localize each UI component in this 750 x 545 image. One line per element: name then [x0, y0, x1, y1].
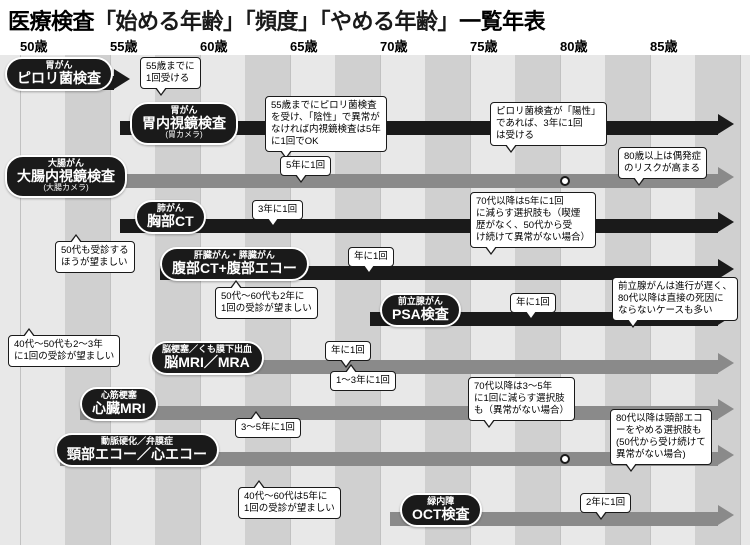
exam-label: 大腸がん大腸内視鏡検査(大腸カメラ): [5, 155, 127, 198]
annotation-note: 55歳までに 1回受ける: [140, 57, 201, 89]
age-tick: 75歳: [470, 36, 560, 55]
age-tick: 50歳: [20, 36, 110, 55]
annotation-note: 年に1回: [348, 247, 394, 267]
arrow-head-icon: [718, 212, 734, 232]
age-axis: 50歳55歳60歳65歳70歳75歳80歳85歳: [0, 36, 750, 55]
arrow-head-icon: [718, 167, 734, 187]
exam-name: 心臓MRI: [92, 401, 146, 416]
arrow-head-icon: [718, 399, 734, 419]
annotation-note: 1～3年に1回: [330, 371, 396, 391]
annotation-note: 80歳以上は偶発症 のリスクが高まる: [618, 147, 707, 179]
exam-name: 胸部CT: [147, 214, 194, 229]
annotation-note: 50代～60代も2年に 1回の受診が望ましい: [215, 287, 318, 319]
exam-label: 胃がんピロリ菌検査: [5, 57, 113, 91]
arrow-head-icon: [114, 69, 130, 89]
annotation-note: 70代以降は3～5年 に1回に減らす選択肢 も（異常がない場合）: [468, 377, 575, 421]
exam-label: 肺がん胸部CT: [135, 200, 206, 234]
exam-label: 動脈硬化／弁膜症頸部エコー／心エコー: [55, 433, 219, 467]
exam-name: ピロリ菌検査: [17, 71, 101, 86]
annotation-note: 年に1回: [325, 341, 371, 361]
exam-label: 緑内障OCT検査: [400, 493, 482, 527]
exam-name: 胃内視鏡検査: [142, 116, 226, 131]
annotation-note: 80代以降は頸部エコ ーをやめる選択肢も (50代から受け続けて 異常がない場合…: [610, 409, 712, 465]
exam-label: 脳梗塞／くも膜下出血脳MRI／MRA: [150, 341, 264, 375]
timeline-bar: [120, 219, 718, 233]
annotation-note: 3～5年に1回: [235, 418, 301, 438]
annotation-note: ピロリ菌検査が「陽性」 であれば、3年に1回 は受ける: [490, 102, 607, 146]
age-tick: 55歳: [110, 36, 200, 55]
exam-subtitle: (胃カメラ): [142, 131, 226, 140]
exam-subtitle: (大腸カメラ): [17, 184, 115, 193]
exam-name: 大腸内視鏡検査: [17, 169, 115, 184]
exam-label: 前立腺がんPSA検査: [380, 293, 461, 327]
annotation-note: 年に1回: [510, 293, 556, 313]
age-tick: 70歳: [380, 36, 470, 55]
exam-label: 胃がん胃内視鏡検査(胃カメラ): [130, 102, 238, 145]
arrow-head-icon: [718, 505, 734, 525]
annotation-note: 40代～50代も2～3年 に1回の受診が望ましい: [8, 335, 120, 367]
annotation-note: 2年に1回: [580, 493, 631, 513]
exam-row: 胃がん胃内視鏡検査(胃カメラ)55歳までにピロリ菌検査 を受け、「陰性」で異常が…: [0, 100, 750, 149]
annotation-note: 5年に1回: [280, 156, 331, 176]
annotation-note: 前立腺がんは進行が遅く、 80代以降は直接の死因に ならないケースも多い: [612, 277, 738, 321]
page-title: 医療検査「始める年齢」「頻度」「やめる年齢」一覧年表: [0, 0, 750, 38]
age-tick: 60歳: [200, 36, 290, 55]
exam-name: 頸部エコー／心エコー: [67, 447, 207, 462]
exam-row: 肺がん胸部CT3年に1回70代以降は5年に1回 に減らす選択肢も（喫煙 歴がなく…: [0, 198, 750, 247]
exam-row: 動脈硬化／弁膜症頸部エコー／心エコー3～5年に1回80代以降は頸部エコ ーをやめ…: [0, 431, 750, 480]
timeline-chart: 胃がんピロリ菌検査55歳までに 1回受ける胃がん胃内視鏡検査(胃カメラ)55歳ま…: [0, 55, 750, 545]
exam-label: 肝臓がん・膵臓がん腹部CT+腹部エコー: [160, 247, 309, 281]
exam-name: OCT検査: [412, 507, 470, 522]
age-tick: 65歳: [290, 36, 380, 55]
exam-name: 腹部CT+腹部エコー: [172, 261, 297, 276]
annotation-note: 70代以降は5年に1回 に減らす選択肢も（喫煙 歴がなく、50代から受 け続けて…: [470, 192, 596, 248]
annotation-note: 40代～60代は5年に 1回の受診が望ましい: [238, 487, 341, 519]
arrow-head-icon: [718, 445, 734, 465]
exam-name: 脳MRI／MRA: [162, 355, 252, 370]
threshold-dot: [560, 176, 570, 186]
exam-row: 前立腺がんPSA検査50代～60代も2年に 1回の受診が望ましい年に1回前立腺が…: [0, 291, 750, 340]
exam-label: 心筋梗塞心臓MRI: [80, 387, 158, 421]
age-tick: 80歳: [560, 36, 650, 55]
threshold-dot: [560, 454, 570, 464]
annotation-note: 3年に1回: [252, 200, 303, 220]
age-tick: 85歳: [650, 36, 740, 55]
exam-name: PSA検査: [392, 307, 449, 322]
exam-row: 緑内障OCT検査40代～60代は5年に 1回の受診が望ましい2年に1回: [0, 491, 750, 540]
annotation-note: 50代も受診する ほうが望ましい: [55, 241, 135, 273]
arrow-head-icon: [718, 353, 734, 373]
annotation-note: 55歳までにピロリ菌検査 を受け、「陰性」で異常が なければ内視鏡検査は5年 に…: [265, 96, 387, 152]
arrow-head-icon: [718, 114, 734, 134]
arrow-head-icon: [718, 259, 734, 279]
exam-row: 大腸がん大腸内視鏡検査(大腸カメラ)5年に1回80歳以上は偶発症 のリスクが高ま…: [0, 153, 750, 202]
